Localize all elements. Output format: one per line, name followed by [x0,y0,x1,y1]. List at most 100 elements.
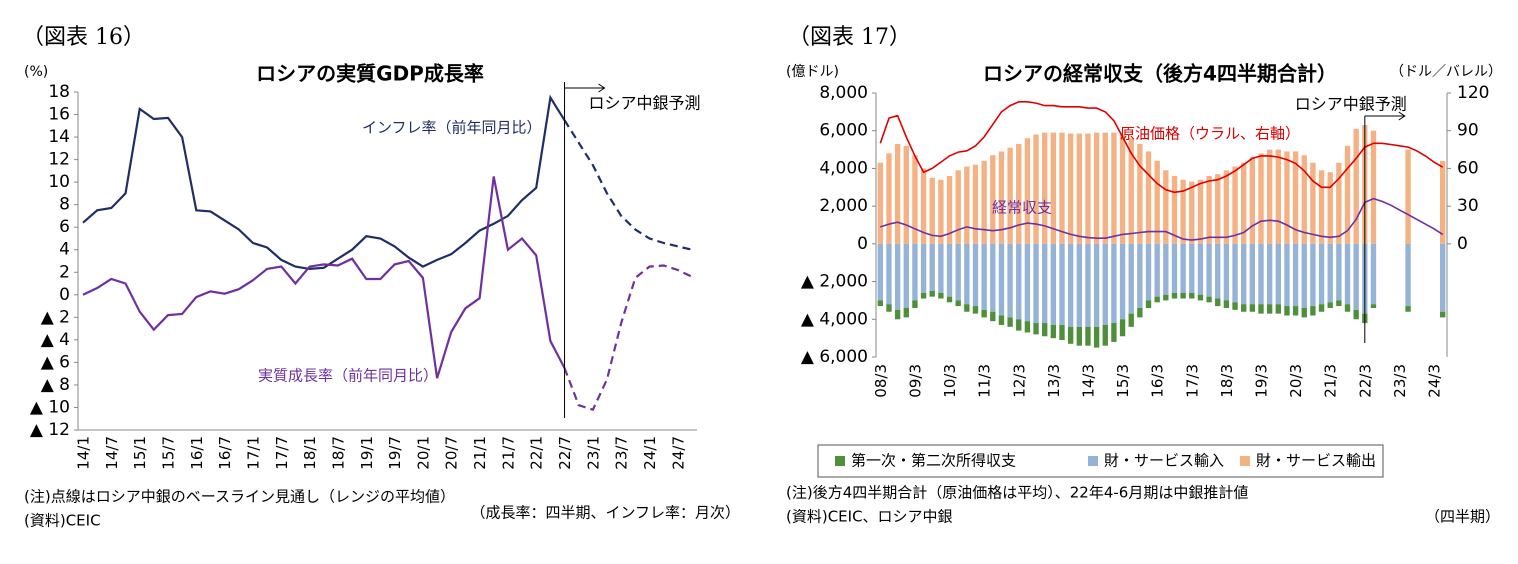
y-tick-label: ▲ 8 [41,375,70,395]
bar [1033,134,1039,244]
bar [1024,321,1031,333]
bar [1076,243,1082,327]
x-tick-label: 21/7 [499,436,517,470]
bar [1249,243,1256,305]
bar [1353,309,1359,320]
bar [1215,174,1221,244]
bar [964,304,970,312]
x-tick-label: 21/1 [471,436,489,470]
y-tick-label: 12 [48,150,70,170]
bar [1439,160,1446,244]
bar [1344,145,1351,244]
y-tick-label: 0 [59,285,70,305]
bar [894,243,901,310]
bar [912,155,918,244]
bar [981,160,987,244]
note-right: （成長率：四半期、インフレ率：月次） [470,504,740,522]
note: (注)後方4四半期合計（原油価格は平均）、22年4-6月期は中銀推計値 [786,484,1248,502]
x-tick-label: 18/1 [301,436,319,470]
y2-unit: （ドル／バレル） [1390,64,1502,80]
bar [1275,243,1281,305]
bar [1171,292,1178,299]
bar [1180,179,1186,244]
bar [1318,170,1325,244]
bar [1223,243,1230,301]
x-tick-label: 23/7 [613,436,631,470]
series-label: 実質成長率（前年同月比） [258,367,438,385]
bar [877,162,884,244]
bar [1327,243,1333,303]
y-tick-label: ▲ 10 [30,397,70,417]
bar [1370,243,1377,305]
bar [998,151,1005,244]
bar [1042,323,1048,337]
x-tick-label: 16/1 [188,436,206,470]
bar [1042,243,1048,324]
x-tick-label: 20/7 [443,436,461,470]
bar [1085,243,1091,327]
x-tick-label: 23/3 [1391,364,1409,398]
series-line [563,264,693,412]
bar [964,243,970,305]
bar [1405,243,1411,307]
bar [1067,243,1074,327]
bar [1310,306,1316,316]
x-tick-label: 19/7 [386,436,404,470]
x-tick-label: 12/3 [1010,364,1028,398]
bar [1119,134,1126,244]
bar [1189,243,1195,293]
bar [1111,132,1117,244]
bar [1145,243,1152,301]
bar [912,300,918,308]
bar [1033,323,1039,335]
y-unit: (%) [24,64,48,80]
bar [1119,243,1126,320]
x-tick-label: 15/1 [131,436,149,470]
x-tick-label: 21/3 [1322,364,1340,398]
bar [955,243,961,301]
y-tick-label: ▲ 12 [30,420,70,440]
bar [1050,324,1057,339]
bar [981,243,987,310]
bar [955,300,961,307]
bar [1154,160,1160,244]
x-tick-label: 16/7 [216,436,234,470]
x-tick-label: 24/1 [641,436,659,470]
bar [920,168,927,244]
bar [1206,175,1212,244]
bar [1076,133,1082,244]
bar [1258,153,1264,244]
bar [1370,304,1377,308]
bar [1275,149,1281,244]
bar [903,145,909,244]
series-line [82,94,566,271]
bar [877,243,884,301]
bar [990,155,996,244]
bar [1163,170,1169,244]
bar [981,309,987,318]
bar [1266,304,1273,314]
bar [1197,179,1204,244]
bar [1085,326,1091,346]
bar [877,300,884,307]
bar [1336,162,1342,244]
bar [1007,317,1013,327]
bar [1336,300,1342,307]
bar [946,175,953,244]
bar [1223,170,1230,244]
y-tick-label: 6,000 [819,121,868,141]
bar [1301,155,1307,244]
x-tick-label: 22/7 [556,436,574,470]
bar [1102,324,1108,346]
bar [972,306,979,314]
x-tick-label: 19/1 [358,436,376,470]
y-tick-label: ▲ 2 [41,307,70,327]
bar [929,177,935,244]
x-tick-label: 14/3 [1079,364,1097,398]
legend-box [817,444,1384,478]
bar [1197,243,1204,295]
bar [1232,243,1238,303]
x-tick-label: 24/7 [669,436,687,470]
y-tick-label: ▲ 6,000 [801,347,868,367]
forecast-label: ロシア中銀予測 [589,94,701,113]
